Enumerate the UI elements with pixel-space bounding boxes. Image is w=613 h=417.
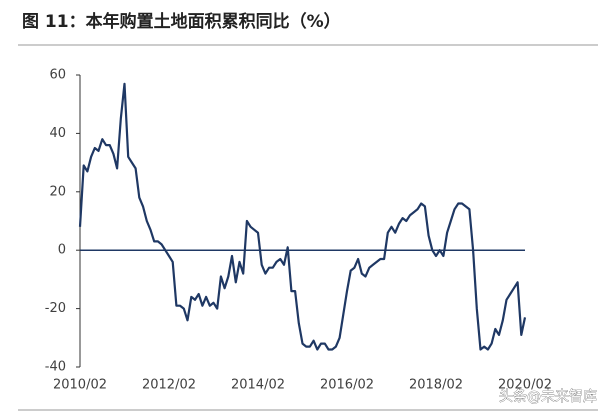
y-tick-label: -40 xyxy=(45,360,66,375)
x-tick-label: 2018/02 xyxy=(409,378,463,393)
y-tick-label: -20 xyxy=(45,301,66,316)
chart-title: 图 11：本年购置土地面积累积同比（%） xyxy=(22,11,341,32)
x-tick-label: 2014/02 xyxy=(231,378,285,393)
y-tick-label: 40 xyxy=(49,126,66,141)
y-tick-label: 20 xyxy=(49,184,66,199)
x-tick-label: 2020/02 xyxy=(498,378,552,393)
y-tick-label: 60 xyxy=(49,68,66,83)
x-tick-label: 2012/02 xyxy=(142,378,196,393)
data-line xyxy=(78,82,527,351)
y-tick-label: 0 xyxy=(58,243,66,258)
watermark: 头条@未来智库 xyxy=(499,388,597,405)
x-tick-label: 2016/02 xyxy=(320,378,374,393)
x-tick-label: 2010/02 xyxy=(53,378,107,393)
